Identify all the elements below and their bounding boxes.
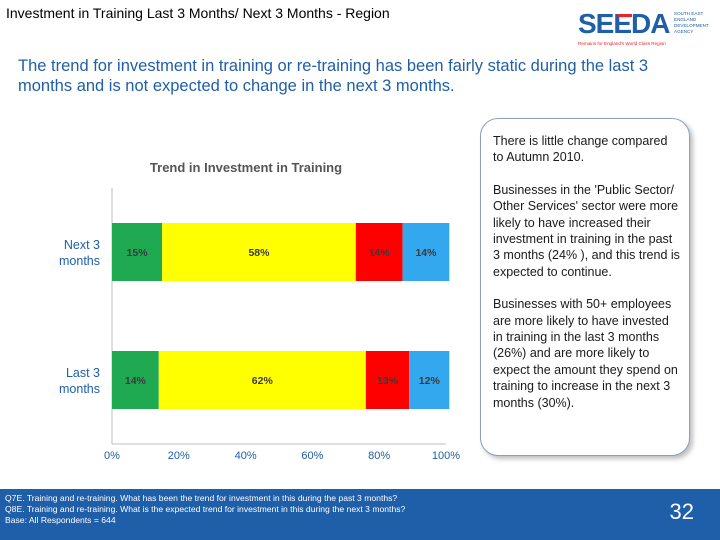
page-number: 32 (669, 499, 694, 524)
x-tick-label: 40% (235, 450, 257, 462)
seeda-logo: SEEDA Remains for England's World Class … (578, 8, 710, 46)
investment-trend-chart: Trend in Investment in Training 15% 58% 14… (59, 160, 460, 470)
bar-lower-2 (365, 351, 410, 409)
bar-higher-1 (112, 223, 163, 281)
bar-dk-na-1 (402, 223, 450, 281)
x-tick-label: 100% (432, 450, 460, 462)
chart-title: Trend in Investment in Training (150, 160, 342, 175)
footer-bar: Q7E. Training and re-training. What has … (0, 489, 720, 540)
x-tick-label: 0% (104, 450, 120, 462)
logo-agency-line-1: SOUTH EAST (674, 11, 704, 16)
x-tick-label: 80% (368, 450, 390, 462)
logo-agency-line-3: DEVELOPMENT (674, 23, 709, 28)
logo-text: SEEDA (578, 8, 670, 39)
bar-same-1 (162, 223, 356, 281)
data-label: 12% (419, 375, 441, 387)
logo-agency-line-4: AGENCY (674, 29, 693, 34)
legend-label: DK/ NA (417, 468, 457, 470)
data-label: 62% (252, 375, 274, 387)
logo-agency-line-2: ENGLAND (674, 17, 697, 22)
footer-notes: Q7E. Training and re-training. What has … (5, 493, 405, 526)
legend-label: Lower (342, 468, 375, 470)
bar-same-2 (158, 351, 366, 409)
data-label: 14% (125, 375, 147, 387)
callout-paragraph-1: There is little change compared to Autum… (493, 134, 668, 165)
legend-label: Same (263, 468, 295, 470)
x-tick-label: 60% (301, 450, 323, 462)
data-label: 13% (377, 375, 399, 387)
slide-title: Investment in Training Last 3 Months/ Ne… (6, 5, 390, 21)
x-tick-label: 20% (168, 450, 190, 462)
category-label: months (59, 382, 100, 396)
data-label: 14% (415, 247, 437, 259)
data-label: 15% (127, 247, 149, 259)
logo-tagline: Remains for England's World Class Region (578, 41, 666, 46)
category-label: Next 3 (64, 238, 100, 252)
logo-accent-bar (618, 14, 632, 17)
legend-label: Higher (188, 468, 223, 470)
footer-note-base: Base: All Respondents = 644 (5, 515, 116, 525)
insight-callout: There is little change compared to Autum… (480, 118, 690, 456)
data-label: 58% (248, 247, 270, 259)
footer-note-q8e: Q8E. Training and re-training. What is t… (5, 504, 406, 514)
category-label: months (59, 254, 100, 268)
bar-dk-na-2 (409, 351, 450, 409)
slide-subtitle: The trend for investment in training or … (18, 57, 649, 95)
data-label: 14% (369, 247, 391, 259)
logo-agency-name: SOUTH EAST ENGLAND DEVELOPMENT AGENCY (674, 11, 710, 34)
bar-lower-1 (355, 223, 403, 281)
callout-paragraph-2: Businesses in the 'Public Sector/ Other … (493, 182, 680, 279)
callout-paragraph-3: Businesses with 50+ employees are more l… (493, 297, 678, 410)
bar-higher-2 (112, 351, 159, 409)
footer-note-q7e: Q7E. Training and re-training. What has … (5, 493, 398, 503)
category-label: Last 3 (66, 366, 100, 380)
